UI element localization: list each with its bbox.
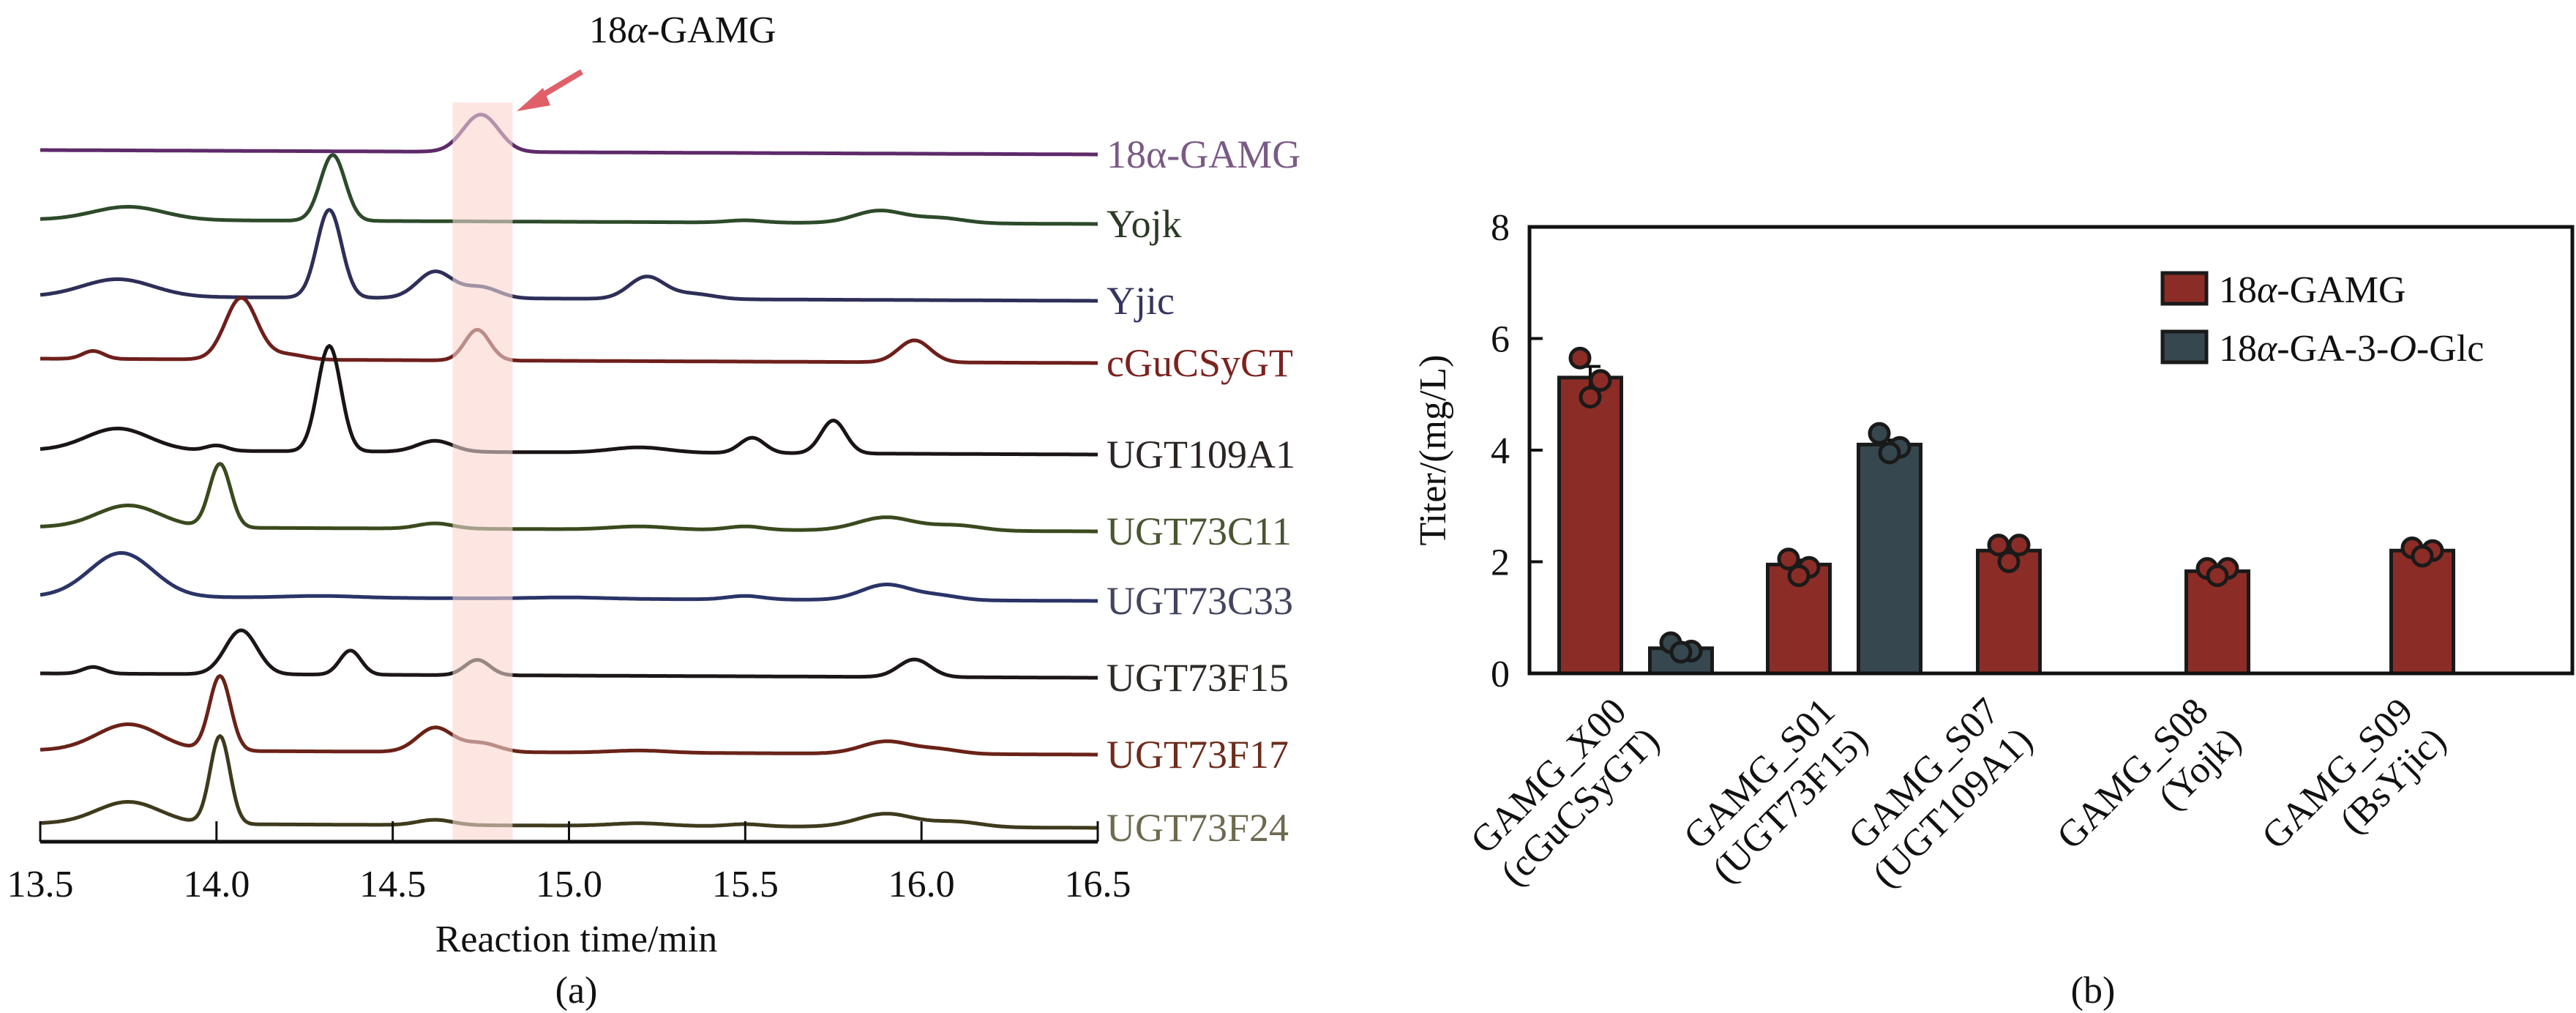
x-tick-label: 15.0 [536, 864, 602, 905]
data-point [1987, 534, 2010, 557]
bar [1766, 562, 1832, 676]
data-point [1659, 631, 1682, 654]
x-tick-group: 13.5 14.0 14.5 15.0 15.5 16.0 16.5 [7, 821, 1131, 905]
bar [1976, 548, 2042, 676]
trace-line [40, 153, 1098, 226]
legend: 18α-GAMG 18α-GA-3-O-Glc [2160, 269, 2484, 370]
annotation-label: 18α-GAMG [589, 10, 776, 51]
x-tick-label-line1: GAMG_S08 [2049, 690, 2216, 857]
data-point [2216, 557, 2239, 580]
x-tick-label-group: GAMG_X00(cGuCSyGT) GAMG_S01(UGT73F15)GAMG… [1463, 690, 2454, 895]
data-point [1997, 550, 2021, 573]
data-point [1589, 369, 1612, 392]
x-tick-label-line1: GAMG_S07 [1841, 690, 2007, 857]
data-point [2400, 536, 2424, 559]
legend-label: 18α-GA-3-O-Glc [2219, 328, 2484, 370]
trace-group [40, 102, 1098, 842]
legend-swatch [2160, 329, 2209, 365]
trace-label: 18α-GAMG [1107, 132, 1300, 176]
chromatogram-chart: 18α-GAMG Yojk Yjic cGuCSyGT UGT109A1 UGT73C11… [7, 10, 1301, 1012]
bar [1557, 375, 1623, 676]
trace-line [40, 113, 1098, 157]
highlight-overlay [452, 102, 513, 842]
trace-label: UGT73C33 [1107, 579, 1293, 623]
data-point [1680, 640, 1703, 662]
trace-line [40, 208, 1098, 303]
data-point [1787, 564, 1811, 588]
data-point [2206, 564, 2229, 588]
data-point [2195, 557, 2219, 580]
bar [1648, 646, 1714, 676]
data-point [1888, 436, 1912, 459]
data-point [2007, 534, 2031, 557]
x-tick-label: 14.0 [183, 864, 250, 905]
annotation-prefix: 18 [589, 10, 627, 51]
trace-label: UGT73F17 [1107, 733, 1289, 777]
legend-swatch [2160, 271, 2209, 306]
trace-line [40, 462, 1098, 534]
x-tick-label: 16.5 [1065, 864, 1131, 905]
trace-line [40, 628, 1098, 680]
trace-label: UGT73F24 [1107, 806, 1289, 850]
x-tick-label: 14.5 [359, 864, 426, 905]
x-tick-label-line2: (BsYjic) [2332, 719, 2455, 842]
bar [2184, 569, 2250, 676]
data-point [2421, 539, 2444, 562]
y-tick-label: 6 [1491, 319, 1510, 361]
trace-line [40, 674, 1098, 757]
x-tick-label-line1: GAMG_X00 [1463, 690, 1634, 861]
x-tick-label: 13.5 [7, 864, 74, 905]
trace-label: UGT109A1 [1107, 433, 1295, 476]
x-tick-label-line1: GAMG_S01 [1676, 690, 1843, 857]
bar-group [1557, 346, 2455, 676]
x-tick-label: 15.5 [712, 864, 779, 905]
y-tick-label: 2 [1491, 542, 1510, 584]
annotation-alpha: α [627, 10, 648, 51]
trace-label: UGT73F15 [1107, 656, 1289, 700]
y-tick-label: 8 [1491, 207, 1510, 249]
data-point [1669, 640, 1693, 664]
arrow-head [517, 88, 550, 111]
data-point [2411, 545, 2434, 568]
legend-label: 18α-GAMG [2219, 269, 2406, 311]
annotation-arrow-icon [517, 69, 584, 111]
trace-line [40, 344, 1098, 457]
panel-label-a: (a) [555, 970, 598, 1012]
trace-line [40, 551, 1098, 603]
data-point [1568, 346, 1592, 370]
y-tick-group: 0 2 4 6 8 [1491, 207, 1543, 695]
trace-label: Yojk [1107, 202, 1182, 246]
bar [2389, 548, 2455, 676]
y-tick-label: 4 [1491, 430, 1510, 472]
x-tick-label: 16.0 [888, 864, 955, 905]
data-point [1868, 422, 1891, 445]
x-tick-label-line1: GAMG_S09 [2254, 690, 2421, 857]
trace-label: Yjic [1107, 279, 1175, 323]
trace-label: UGT73C11 [1107, 509, 1292, 553]
trace-label: cGuCSyGT [1107, 341, 1293, 385]
x-tick-label-line2: (UGT109A1) [1865, 719, 2040, 895]
x-axis-title: Reaction time/min [435, 919, 718, 960]
trace-label-group: 18α-GAMG Yojk Yjic cGuCSyGT UGT109A1 UGT73C11… [1107, 132, 1300, 850]
data-point [1878, 441, 1901, 465]
data-point [1777, 547, 1800, 571]
x-tick-label-line2: (UGT73F15) [1704, 719, 1876, 891]
bar [1857, 442, 1922, 676]
y-tick-label: 0 [1491, 654, 1510, 695]
annotation-suffix: -GAMG [647, 10, 776, 51]
panel-label-b: (b) [2071, 970, 2116, 1012]
data-point [1797, 556, 1821, 579]
plot-frame [1527, 225, 2575, 676]
x-tick-label-line2: (cGuCSyGT) [1493, 719, 1667, 894]
x-tick-label-line2: (Yojk) [2151, 719, 2250, 818]
data-point [1579, 386, 1602, 409]
trace-line [40, 296, 1098, 365]
